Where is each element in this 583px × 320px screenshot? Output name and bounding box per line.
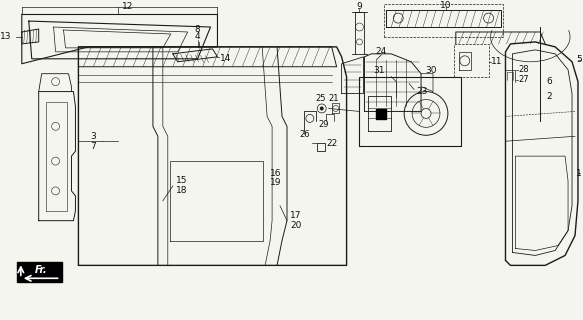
Text: 23: 23 <box>416 87 427 96</box>
Text: 29: 29 <box>318 120 329 129</box>
Text: 15: 15 <box>175 176 187 186</box>
Text: 13: 13 <box>1 32 12 42</box>
Text: 21: 21 <box>328 94 339 103</box>
Bar <box>17 262 62 282</box>
Text: 18: 18 <box>175 186 187 196</box>
Text: 4: 4 <box>195 32 201 42</box>
Text: 3: 3 <box>90 132 96 141</box>
Text: 25: 25 <box>316 94 326 103</box>
Text: 12: 12 <box>122 2 134 11</box>
Text: 2: 2 <box>546 92 552 101</box>
Text: 24: 24 <box>375 47 387 56</box>
Text: 22: 22 <box>326 139 338 148</box>
Text: 6: 6 <box>546 77 552 86</box>
Bar <box>377 109 387 119</box>
Text: 7: 7 <box>90 142 96 151</box>
Text: 26: 26 <box>299 130 310 139</box>
Text: 27: 27 <box>518 75 529 84</box>
Circle shape <box>319 107 324 110</box>
Text: 10: 10 <box>440 1 452 10</box>
Text: 11: 11 <box>490 57 502 66</box>
Text: 16: 16 <box>270 169 282 178</box>
Text: 9: 9 <box>357 2 363 11</box>
Text: 20: 20 <box>290 221 301 230</box>
Text: 31: 31 <box>374 66 385 75</box>
Text: 1: 1 <box>576 169 582 178</box>
Text: 8: 8 <box>195 25 201 34</box>
Text: 30: 30 <box>425 66 437 75</box>
Text: 14: 14 <box>220 54 232 63</box>
Text: Fr.: Fr. <box>34 265 47 275</box>
Text: 19: 19 <box>270 179 282 188</box>
Text: 17: 17 <box>290 211 301 220</box>
Bar <box>317 143 325 151</box>
Text: 5: 5 <box>576 55 582 64</box>
Text: 28: 28 <box>518 65 529 74</box>
